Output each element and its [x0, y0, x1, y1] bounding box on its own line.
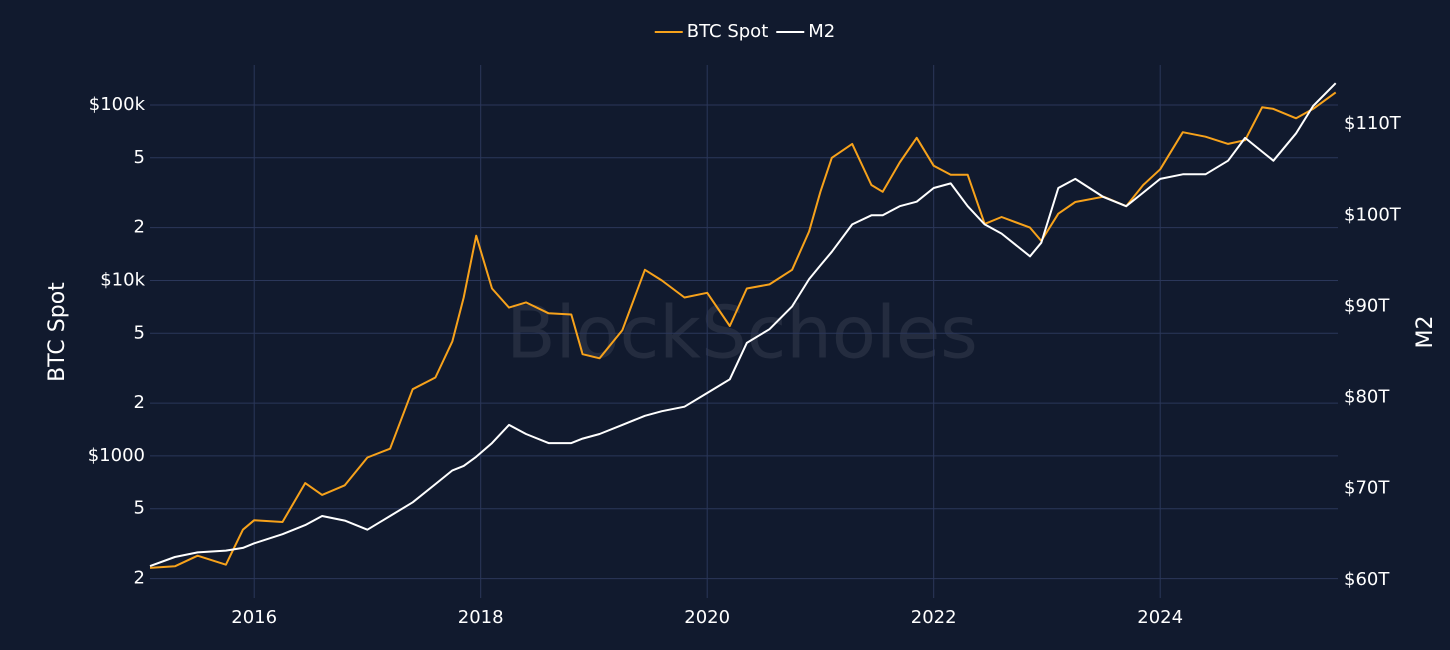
y2-axis-title: M2: [1413, 316, 1438, 349]
y-tick-label: $100k: [89, 94, 146, 115]
line-1: [149, 82, 1337, 568]
x-tick-label: 2018: [458, 607, 504, 628]
y-tick-label: 2: [134, 568, 145, 589]
y2-tick-label: $100T: [1344, 204, 1402, 225]
legend: BTC Spot M2: [654, 21, 835, 42]
y2-tick-label: $110T: [1344, 113, 1402, 134]
line-0: [149, 91, 1337, 569]
y2-tick-label: $80T: [1344, 387, 1390, 408]
x-tick-label: 2020: [684, 607, 730, 628]
legend-label: BTC Spot: [687, 21, 769, 42]
x-tick-label: 2024: [1137, 607, 1183, 628]
y-tick-label: 5: [134, 147, 145, 168]
x-tick-label: 2022: [911, 607, 957, 628]
y-tick-label: 5: [134, 498, 145, 519]
y-tick-label: 2: [134, 217, 145, 238]
x-tick-label: 2016: [231, 607, 277, 628]
watermark: BlockScholes: [506, 291, 978, 375]
legend-label: M2: [808, 21, 835, 42]
grid: [150, 65, 1338, 598]
y-tick-label: 5: [134, 322, 145, 343]
y2-tick-label: $60T: [1344, 569, 1390, 590]
y-tick-label: $1000: [88, 445, 145, 466]
y-tick-label: $10k: [100, 269, 145, 290]
y2-tick-label: $90T: [1344, 295, 1390, 316]
y-tick-label: 2: [134, 392, 145, 413]
y2-tick-label: $70T: [1344, 478, 1390, 499]
y-axis-title: BTC Spot: [45, 282, 70, 382]
